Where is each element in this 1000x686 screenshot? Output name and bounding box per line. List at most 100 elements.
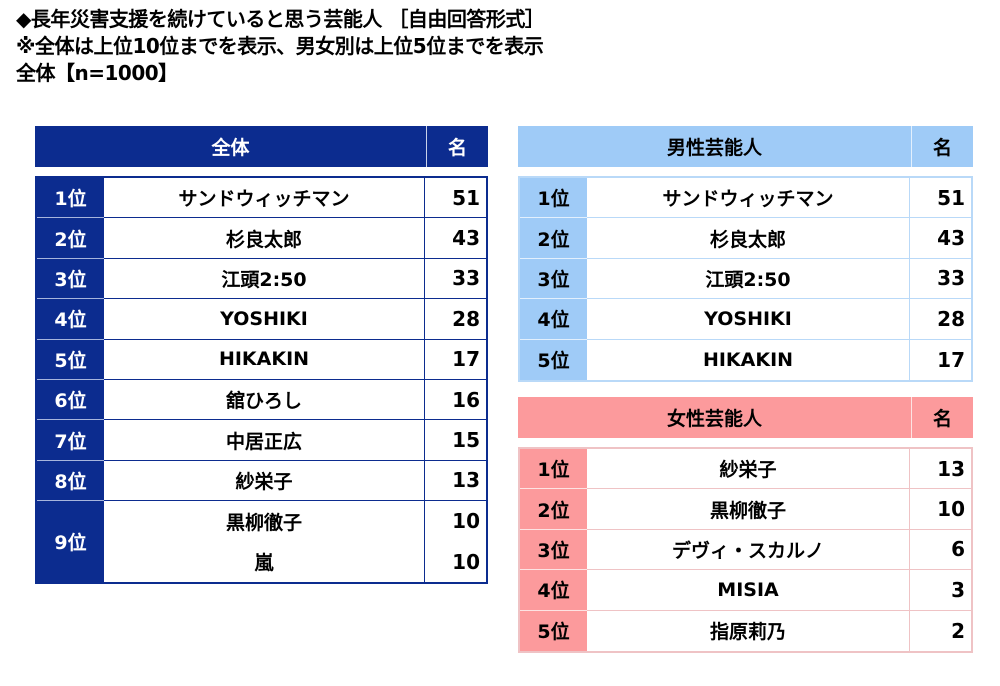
table-row: 5位 HIKAKIN 17 (37, 339, 486, 380)
rank-cell: 2位 (520, 489, 587, 530)
count-cell: 43 (909, 218, 971, 259)
table-body: 1位 紗栄子 13 2位 黒柳徹子 10 3位 デヴィ・スカルノ 6 4位 MI… (518, 447, 973, 653)
count-cell: 6 (909, 529, 971, 571)
name-cell: デヴィ・スカルノ (587, 529, 909, 571)
name-cell: YOSHIKI (104, 299, 424, 340)
name-cell: サンドウィッチマン (587, 178, 909, 219)
rank-cell: 1位 (520, 178, 587, 219)
name-cell: 江頭2:50 (104, 258, 424, 300)
tie-entries: 黒柳徹子 10 嵐 10 (104, 501, 486, 582)
count-cell: 17 (909, 339, 971, 380)
count-cell: 51 (909, 178, 971, 219)
count-cell: 33 (424, 258, 486, 300)
rank-cell: 9位 (37, 501, 104, 582)
tie-row-group: 9位 黒柳徹子 10 嵐 10 (37, 501, 486, 582)
name-cell: HIKAKIN (104, 339, 424, 380)
rank-cell: 3位 (520, 529, 587, 571)
rank-cell: 4位 (520, 299, 587, 340)
table-row: 3位 江頭2:50 33 (520, 258, 971, 300)
name-cell: 黒柳徹子 (587, 489, 909, 530)
header-unit: 名 (911, 126, 973, 167)
table-row: 嵐 10 (104, 541, 486, 582)
count-cell: 51 (424, 178, 486, 219)
name-cell: 中居正広 (104, 420, 424, 461)
table-row: 4位 MISIA 3 (520, 570, 971, 611)
rank-cell: 4位 (37, 299, 104, 340)
name-cell: 杉良太郎 (104, 218, 424, 259)
count-cell: 43 (424, 218, 486, 259)
name-cell: 杉良太郎 (587, 218, 909, 259)
table-row: 3位 デヴィ・スカルノ 6 (520, 529, 971, 571)
table-row: 2位 杉良太郎 43 (37, 218, 486, 259)
name-cell: 嵐 (104, 541, 424, 582)
table-row: 黒柳徹子 10 (104, 501, 486, 542)
count-cell: 16 (424, 379, 486, 421)
rank-cell: 5位 (37, 339, 104, 380)
rank-cell: 3位 (520, 258, 587, 300)
name-cell: 黒柳徹子 (104, 501, 424, 542)
table-header: 男性芸能人 名 (518, 126, 973, 167)
table-row: 2位 杉良太郎 43 (520, 218, 971, 259)
name-cell: 紗栄子 (587, 449, 909, 490)
rank-cell: 4位 (520, 570, 587, 611)
table-body: 1位 サンドウィッチマン 51 2位 杉良太郎 43 3位 江頭2:50 33 … (35, 176, 488, 584)
page-title: ◆長年災害支援を続けていると思う芸能人 ［自由回答形式］ (16, 7, 545, 31)
name-cell: 紗栄子 (104, 460, 424, 502)
header-unit: 名 (911, 397, 973, 438)
count-cell: 28 (424, 299, 486, 340)
header-label: 女性芸能人 (666, 408, 762, 430)
rank-cell: 1位 (37, 178, 104, 219)
rank-cell: 8位 (37, 460, 104, 502)
table-row: 4位 YOSHIKI 28 (520, 299, 971, 340)
header-unit: 名 (426, 126, 488, 167)
count-cell: 13 (909, 449, 971, 490)
name-cell: HIKAKIN (587, 339, 909, 380)
header-label: 全体 (211, 137, 250, 159)
name-cell: YOSHIKI (587, 299, 909, 340)
table-row: 6位 舘ひろし 16 (37, 379, 486, 421)
rank-cell: 3位 (37, 258, 104, 300)
rank-cell: 5位 (520, 610, 587, 651)
table-header: 女性芸能人 名 (518, 397, 973, 438)
count-cell: 3 (909, 570, 971, 611)
table-row: 2位 黒柳徹子 10 (520, 489, 971, 530)
rank-cell: 1位 (520, 449, 587, 490)
page-note: ※全体は上位10位までを表示、男女別は上位5位までを表示 (16, 34, 544, 58)
table-row: 5位 指原莉乃 2 (520, 610, 971, 651)
count-cell: 10 (909, 489, 971, 530)
title-block: ◆長年災害支援を続けていると思う芸能人 ［自由回答形式］ ※全体は上位10位まで… (16, 6, 545, 87)
rank-cell: 2位 (37, 218, 104, 259)
table-row: 8位 紗栄子 13 (37, 460, 486, 502)
count-cell: 10 (424, 501, 486, 542)
rank-cell: 6位 (37, 379, 104, 421)
count-cell: 33 (909, 258, 971, 300)
count-cell: 13 (424, 460, 486, 502)
name-cell: MISIA (587, 570, 909, 611)
count-cell: 15 (424, 420, 486, 461)
table-body: 1位 サンドウィッチマン 51 2位 杉良太郎 43 3位 江頭2:50 33 … (518, 176, 973, 382)
table-row: 3位 江頭2:50 33 (37, 258, 486, 300)
table-row: 7位 中居正広 15 (37, 420, 486, 461)
table-header: 全体 名 (35, 126, 488, 167)
table-row: 5位 HIKAKIN 17 (520, 339, 971, 380)
table-row: 1位 紗栄子 13 (520, 449, 971, 490)
count-cell: 2 (909, 610, 971, 651)
name-cell: 江頭2:50 (587, 258, 909, 300)
name-cell: サンドウィッチマン (104, 178, 424, 219)
rank-cell: 5位 (520, 339, 587, 380)
overall-ranking-table: 全体 名 1位 サンドウィッチマン 51 2位 杉良太郎 43 3位 江頭2:5… (35, 126, 488, 584)
rank-cell: 2位 (520, 218, 587, 259)
female-ranking-table: 女性芸能人 名 1位 紗栄子 13 2位 黒柳徹子 10 3位 デヴィ・スカルノ… (518, 397, 973, 653)
table-row: 1位 サンドウィッチマン 51 (37, 178, 486, 219)
header-label: 男性芸能人 (666, 137, 762, 159)
count-cell: 28 (909, 299, 971, 340)
name-cell: 指原莉乃 (587, 610, 909, 651)
rank-cell: 7位 (37, 420, 104, 461)
count-cell: 10 (424, 541, 486, 582)
table-row: 1位 サンドウィッチマン 51 (520, 178, 971, 219)
count-cell: 17 (424, 339, 486, 380)
name-cell: 舘ひろし (104, 379, 424, 421)
table-row: 4位 YOSHIKI 28 (37, 299, 486, 340)
sample-size: 全体【n=1000】 (16, 61, 178, 85)
male-ranking-table: 男性芸能人 名 1位 サンドウィッチマン 51 2位 杉良太郎 43 3位 江頭… (518, 126, 973, 382)
